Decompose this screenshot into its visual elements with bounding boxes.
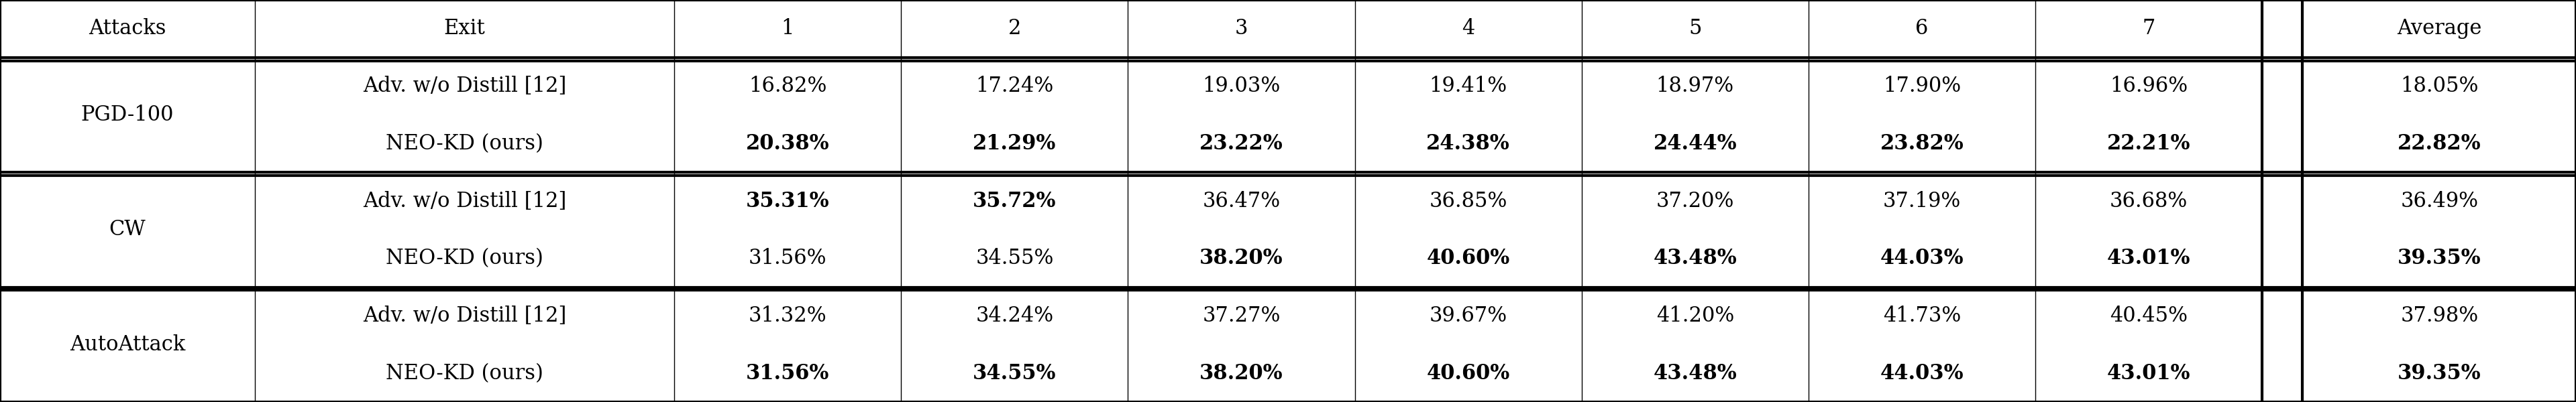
Text: 39.35%: 39.35% <box>2398 248 2481 269</box>
Text: 31.32%: 31.32% <box>750 306 827 326</box>
Text: 35.31%: 35.31% <box>747 191 829 211</box>
Text: 2: 2 <box>1007 18 1020 39</box>
Text: 34.55%: 34.55% <box>974 363 1056 384</box>
Text: 36.85%: 36.85% <box>1430 191 1507 211</box>
Text: 43.48%: 43.48% <box>1654 363 1736 384</box>
Text: 18.97%: 18.97% <box>1656 76 1734 96</box>
Text: 39.35%: 39.35% <box>2398 363 2481 384</box>
Text: 6: 6 <box>1917 18 1929 39</box>
Text: 44.03%: 44.03% <box>1880 248 1963 269</box>
Text: 43.01%: 43.01% <box>2107 363 2190 384</box>
Text: 7: 7 <box>2143 18 2156 39</box>
Text: 43.01%: 43.01% <box>2107 248 2190 269</box>
Text: PGD-100: PGD-100 <box>80 105 173 125</box>
Text: 31.56%: 31.56% <box>750 248 827 269</box>
Text: 24.44%: 24.44% <box>1654 133 1736 154</box>
Text: Exit: Exit <box>443 18 484 39</box>
Text: NEO-KD (ours): NEO-KD (ours) <box>386 363 544 384</box>
Text: 5: 5 <box>1687 18 1703 39</box>
Text: 20.38%: 20.38% <box>747 133 829 154</box>
Text: 1: 1 <box>781 18 793 39</box>
Text: 41.73%: 41.73% <box>1883 306 1960 326</box>
Text: 19.03%: 19.03% <box>1203 76 1280 96</box>
Text: 31.56%: 31.56% <box>747 363 829 384</box>
Text: Attacks: Attacks <box>88 18 165 39</box>
Text: 21.29%: 21.29% <box>974 133 1056 154</box>
Text: 16.82%: 16.82% <box>750 76 827 96</box>
Text: 34.24%: 34.24% <box>976 306 1054 326</box>
Text: AutoAttack: AutoAttack <box>70 334 185 355</box>
Text: 44.03%: 44.03% <box>1880 363 1963 384</box>
Text: 40.60%: 40.60% <box>1427 248 1510 269</box>
Text: 36.47%: 36.47% <box>1203 191 1280 211</box>
Text: 37.98%: 37.98% <box>2401 306 2478 326</box>
Text: 38.20%: 38.20% <box>1200 248 1283 269</box>
Text: 23.82%: 23.82% <box>1880 133 1963 154</box>
Text: 34.55%: 34.55% <box>976 248 1054 269</box>
Text: NEO-KD (ours): NEO-KD (ours) <box>386 133 544 154</box>
Text: 37.27%: 37.27% <box>1203 306 1280 326</box>
Text: 39.67%: 39.67% <box>1430 306 1507 326</box>
Text: 35.72%: 35.72% <box>974 191 1056 211</box>
Text: CW: CW <box>108 219 147 240</box>
Text: Average: Average <box>2396 18 2481 39</box>
Text: 38.20%: 38.20% <box>1200 363 1283 384</box>
Text: 3: 3 <box>1234 18 1247 39</box>
Text: 24.38%: 24.38% <box>1427 133 1510 154</box>
Text: 41.20%: 41.20% <box>1656 306 1734 326</box>
Text: 16.96%: 16.96% <box>2110 76 2187 96</box>
Text: Adv. w/o Distill [12]: Adv. w/o Distill [12] <box>363 191 567 211</box>
Text: Adv. w/o Distill [12]: Adv. w/o Distill [12] <box>363 76 567 96</box>
Text: 37.19%: 37.19% <box>1883 191 1960 211</box>
Text: 36.49%: 36.49% <box>2401 191 2478 211</box>
Text: 40.60%: 40.60% <box>1427 363 1510 384</box>
Text: 19.41%: 19.41% <box>1430 76 1507 96</box>
Text: 17.90%: 17.90% <box>1883 76 1960 96</box>
Text: 40.45%: 40.45% <box>2110 306 2187 326</box>
Text: 36.68%: 36.68% <box>2110 191 2187 211</box>
Text: 17.24%: 17.24% <box>976 76 1054 96</box>
Text: 22.82%: 22.82% <box>2398 133 2481 154</box>
Text: 18.05%: 18.05% <box>2401 76 2478 96</box>
Text: 4: 4 <box>1461 18 1473 39</box>
Text: 43.48%: 43.48% <box>1654 248 1736 269</box>
Text: 22.21%: 22.21% <box>2107 133 2190 154</box>
Text: 37.20%: 37.20% <box>1656 191 1734 211</box>
Text: 23.22%: 23.22% <box>1200 133 1283 154</box>
Text: NEO-KD (ours): NEO-KD (ours) <box>386 248 544 269</box>
Text: Adv. w/o Distill [12]: Adv. w/o Distill [12] <box>363 306 567 326</box>
